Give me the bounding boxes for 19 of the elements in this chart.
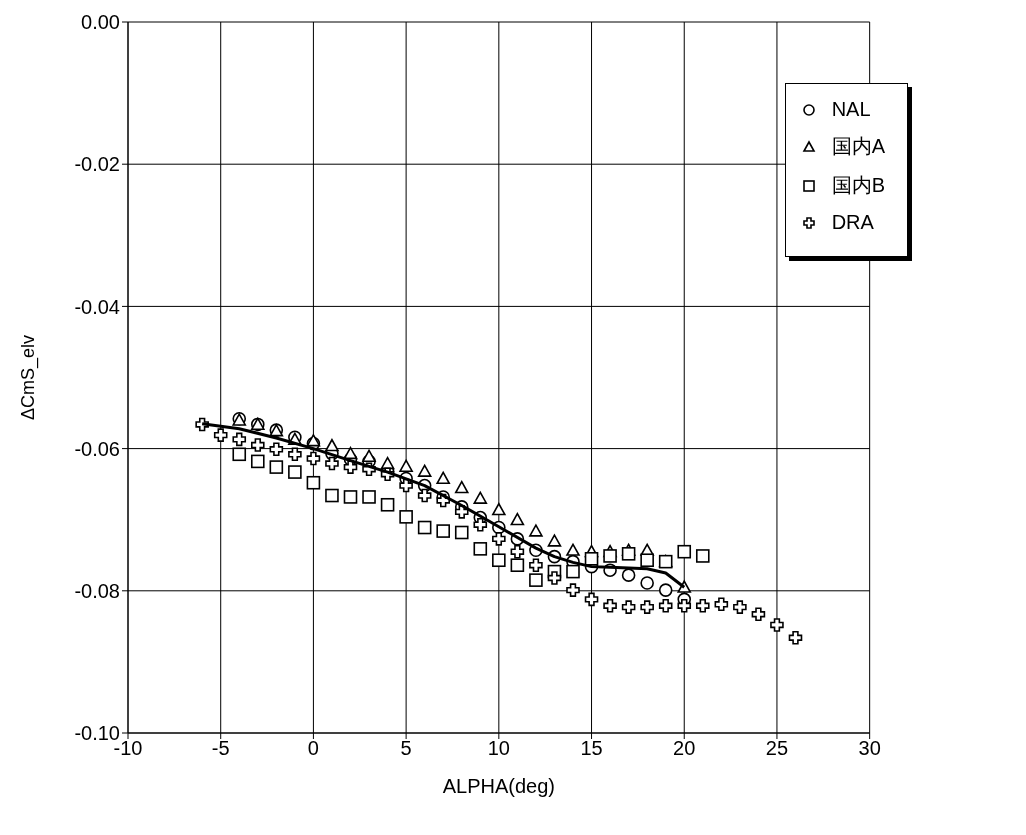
y-axis-title: ΔCmS_elv (18, 334, 40, 421)
y-tick-label: 0.00 (81, 11, 120, 34)
x-tick-label: 5 (400, 737, 412, 760)
legend-label: DRA (831, 211, 874, 234)
x-tick-label: -5 (211, 737, 230, 760)
y-tick-label: -0.04 (74, 295, 120, 318)
x-tick-label: 30 (858, 737, 881, 760)
x-axis-title: ALPHA(deg) (442, 775, 555, 797)
y-tick-label: -0.08 (74, 579, 120, 602)
x-tick-label: 0 (307, 737, 319, 760)
y-tick-label: -0.02 (74, 153, 120, 176)
legend-label: NAL (831, 98, 871, 121)
x-tick-label: 10 (487, 737, 510, 760)
legend-label: 国内B (831, 173, 885, 198)
legend-label: 国内A (831, 134, 885, 159)
x-tick-label: 15 (580, 737, 603, 760)
x-tick-label: 20 (673, 737, 696, 760)
y-tick-label: -0.06 (74, 437, 120, 460)
x-tick-label: 25 (765, 737, 789, 760)
